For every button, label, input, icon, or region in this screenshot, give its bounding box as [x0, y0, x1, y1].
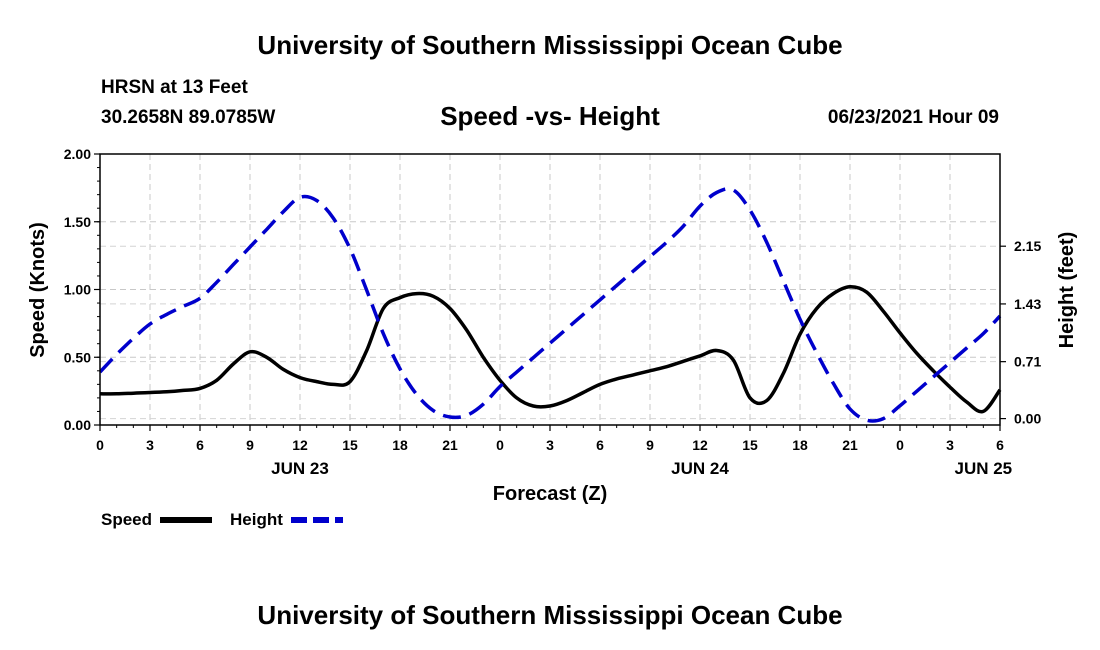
x-tick-label: 3 — [146, 437, 154, 453]
footer-title: University of Southern Mississippi Ocean… — [257, 600, 843, 630]
x-tick-label: 9 — [246, 437, 254, 453]
y-right-tick-label: 0.71 — [1014, 354, 1041, 370]
y-left-tick-label: 0.00 — [64, 417, 91, 433]
x-tick-label: 3 — [546, 437, 554, 453]
date-label: JUN 24 — [671, 459, 729, 478]
x-tick-label: 15 — [742, 437, 758, 453]
axes: 0 3 6 9 12 15 18 21 0 3 6 9 12 15 18 21 0 3 6 0.00 0.50 1.00 1… — [64, 146, 1042, 478]
y-left-tick-label: 2.00 — [64, 146, 91, 162]
x-tick-label: 0 — [896, 437, 904, 453]
height-series-line — [98, 187, 1002, 423]
date-label: JUN 23 — [271, 459, 329, 478]
x-tick-label: 3 — [946, 437, 954, 453]
y-left-tick-label: 0.50 — [64, 349, 91, 365]
y-right-tick-label: 2.15 — [1014, 238, 1041, 254]
station-coordinates: 30.2658N 89.0785W — [101, 107, 276, 128]
grid — [100, 154, 1000, 425]
x-tick-label: 12 — [692, 437, 708, 453]
legend-speed-label: Speed — [101, 510, 152, 529]
legend: Speed Height — [101, 510, 343, 529]
x-tick-label: 21 — [842, 437, 858, 453]
forecast-datetime: 06/23/2021 Hour 09 — [827, 107, 999, 128]
x-tick-label: 18 — [392, 437, 408, 453]
x-axis-label: Forecast (Z) — [493, 483, 607, 505]
x-tick-label: 6 — [996, 437, 1004, 453]
y-left-tick-label: 1.50 — [64, 214, 91, 230]
y-right-tick-label: 1.43 — [1014, 296, 1041, 312]
y-left-tick-label: 1.00 — [64, 282, 91, 298]
x-tick-label: 6 — [596, 437, 604, 453]
series-lines — [98, 187, 1002, 423]
x-tick-label: 0 — [96, 437, 104, 453]
x-tick-label: 21 — [442, 437, 458, 453]
speed-series-line — [99, 285, 1002, 414]
date-label: JUN 25 — [955, 459, 1013, 478]
x-tick-label: 18 — [792, 437, 808, 453]
x-tick-label: 15 — [342, 437, 358, 453]
chart-subtitle: Speed -vs- Height — [440, 101, 660, 131]
station-label: HRSN at 13 Feet — [101, 77, 248, 98]
x-tick-label: 0 — [496, 437, 504, 453]
x-tick-label: 9 — [646, 437, 654, 453]
y-axis-right-label: Height (feet) — [1056, 232, 1078, 349]
chart-title: University of Southern Mississippi Ocean… — [257, 30, 843, 60]
legend-height-label: Height — [230, 510, 283, 529]
y-right-tick-label: 0.00 — [1014, 411, 1041, 427]
x-tick-label: 12 — [292, 437, 308, 453]
x-tick-label: 6 — [196, 437, 204, 453]
y-axis-left-label: Speed (Knots) — [27, 222, 49, 358]
